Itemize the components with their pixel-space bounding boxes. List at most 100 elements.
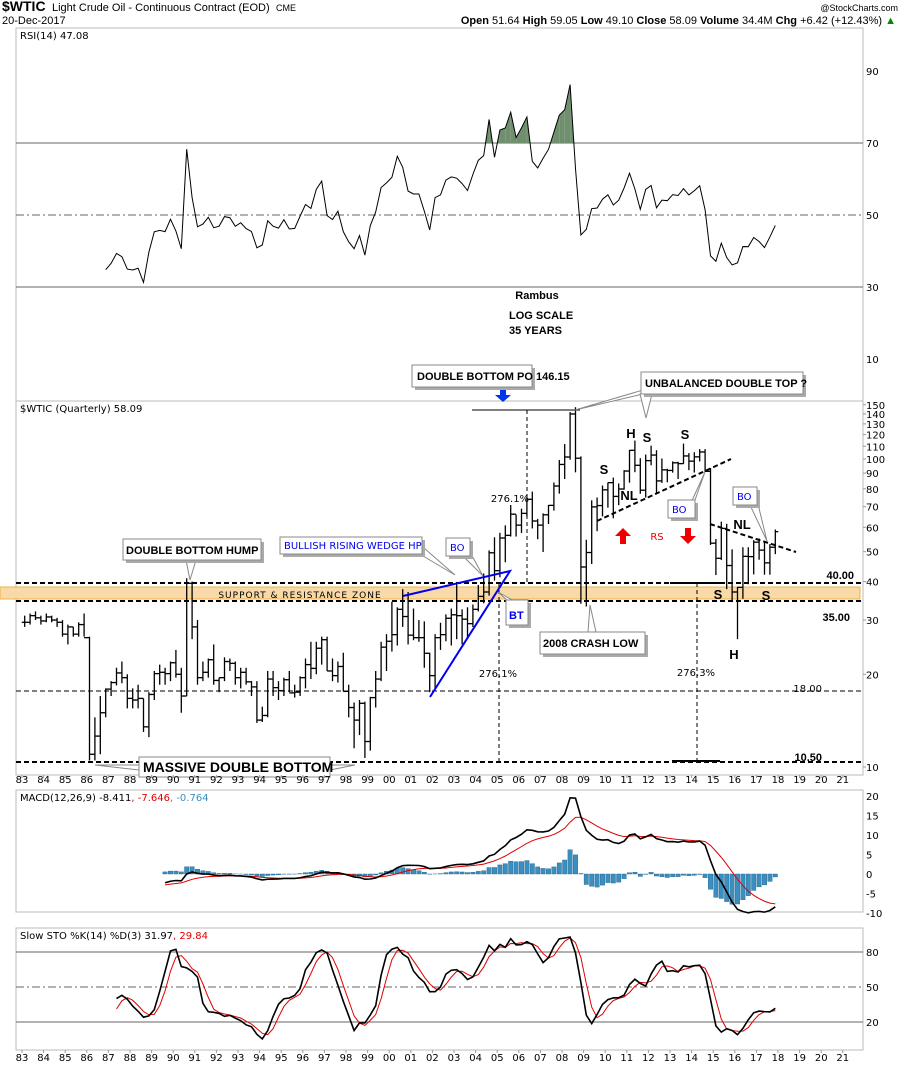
rsi-axis-label: 70 (866, 139, 879, 150)
macd-histogram-bar (270, 873, 276, 876)
macd-histogram-bar (691, 873, 697, 876)
price-bar (459, 609, 466, 645)
x-axis-label: 20 (815, 775, 828, 786)
x-axis-label: 98 (340, 775, 353, 786)
price-bar (469, 604, 476, 627)
price-bar (534, 518, 541, 540)
x-axis-label: 84 (37, 1053, 50, 1064)
macd-axis-label: 5 (866, 851, 872, 862)
x-axis-label: 96 (296, 775, 309, 786)
macd-histogram-bar (637, 873, 643, 877)
macd-histogram-bar (745, 873, 751, 896)
x-axis-label: 87 (102, 775, 115, 786)
x-axis-label: 91 (188, 775, 201, 786)
x-axis-label: 89 (145, 1053, 158, 1064)
sto-legend-d: , 29.84 (173, 931, 208, 942)
x-axis-label: 21 (836, 1053, 849, 1064)
price-bar (81, 613, 88, 639)
price-bar (658, 458, 665, 483)
macd-histogram-bar (254, 873, 260, 877)
x-axis-label: 19 (793, 775, 806, 786)
years-label: 35 YEARS (509, 325, 562, 337)
price-bar (540, 513, 547, 552)
price-bar (378, 641, 385, 682)
price-bar (156, 664, 163, 685)
callout-massive-double-bottom: MASSIVE DOUBLE BOTTOM (94, 756, 356, 778)
macd-histogram-bar (756, 873, 762, 888)
rsi-overbought-fill (559, 109, 565, 143)
price-bar (383, 634, 390, 671)
price-bar (561, 444, 568, 480)
macd-histogram-bar (772, 873, 778, 878)
price-bar (243, 667, 250, 685)
shoulder-label: S (600, 462, 609, 477)
price-axis-label: 100 (866, 455, 885, 466)
x-axis-label: 17 (750, 1053, 763, 1064)
macd-histogram-bar (529, 863, 535, 875)
callout-text: UNBALANCED DOUBLE TOP ? (645, 378, 807, 390)
macd-line (164, 797, 776, 914)
callout-bo-2004: BO (445, 537, 484, 577)
support-resistance-zone (0, 586, 861, 600)
pct-label-2014: 276.3% (677, 668, 715, 679)
x-axis-label: 83 (16, 1053, 29, 1064)
sto-axis-label: 20 (866, 1018, 879, 1029)
x-axis-label: 91 (188, 1053, 201, 1064)
macd-histogram-bar (189, 866, 195, 875)
price-bar (637, 458, 644, 494)
x-axis-label: 85 (59, 775, 72, 786)
price-bar (588, 500, 595, 565)
rsi-overbought-fill (505, 112, 511, 143)
price-bar (226, 658, 233, 671)
x-axis-label: 04 (469, 1053, 482, 1064)
price-bar (37, 615, 44, 625)
price-bar (54, 617, 61, 627)
x-axis-label: 03 (448, 775, 461, 786)
price-bar (631, 440, 638, 473)
callout-bt: BT (497, 591, 531, 628)
x-axis-label: 07 (534, 1053, 547, 1064)
macd-series (162, 797, 778, 914)
price-bar (410, 608, 417, 641)
x-axis-label: 86 (80, 1053, 93, 1064)
callout-text: DOUBLE BOTTOM PO 146.15 (417, 371, 570, 383)
macd-histogram-bar (621, 873, 627, 879)
macd-histogram-bar (762, 873, 767, 886)
macd-histogram-bar (400, 867, 406, 875)
macd-histogram-bar (627, 872, 632, 875)
x-axis-label: 11 (620, 1053, 633, 1064)
x-axis-label: 02 (426, 775, 439, 786)
price-bar (545, 504, 552, 525)
axes: 9070503010150140130120110100908070605040… (16, 67, 885, 1064)
price-bar (70, 626, 77, 637)
price-bar (626, 449, 633, 483)
macd-axis-label: 0 (866, 870, 872, 881)
price-bar (75, 622, 82, 637)
price-bar (216, 677, 223, 693)
price-bar (567, 412, 574, 460)
macd-signal-line (165, 816, 776, 905)
price-bar (259, 706, 266, 722)
chart-date: 20-Dec-2017 (2, 15, 66, 27)
macd-histogram-bar (632, 872, 638, 875)
macd-histogram-bar (659, 873, 665, 877)
macd-histogram-bar (211, 872, 217, 875)
macd-histogram-bar (708, 873, 713, 890)
callout-bo-2014: BO (667, 471, 706, 521)
price-bar (118, 661, 125, 684)
price-bar (210, 644, 217, 685)
sto-legend: Slow STO %K(14) %D(3) 31.97, 29.84 (20, 931, 208, 942)
price-bar (513, 513, 520, 537)
price-axis-label: 30 (866, 616, 879, 627)
callout-double-bottom-po: DOUBLE BOTTOM PO 146.15 (411, 364, 570, 390)
rsi-overbought-fill (521, 116, 527, 143)
x-axis-label: 06 (512, 775, 525, 786)
x-axis-label: 16 (728, 775, 741, 786)
callout-text: BULLISH RISING WEDGE HP (284, 541, 422, 552)
sto-series (116, 936, 776, 1041)
price-bar (426, 652, 433, 693)
macd-histogram-bar (562, 859, 568, 875)
pct-label-lower: 276.1% (479, 669, 517, 680)
price-bar (691, 452, 698, 473)
price-bar (367, 696, 374, 751)
